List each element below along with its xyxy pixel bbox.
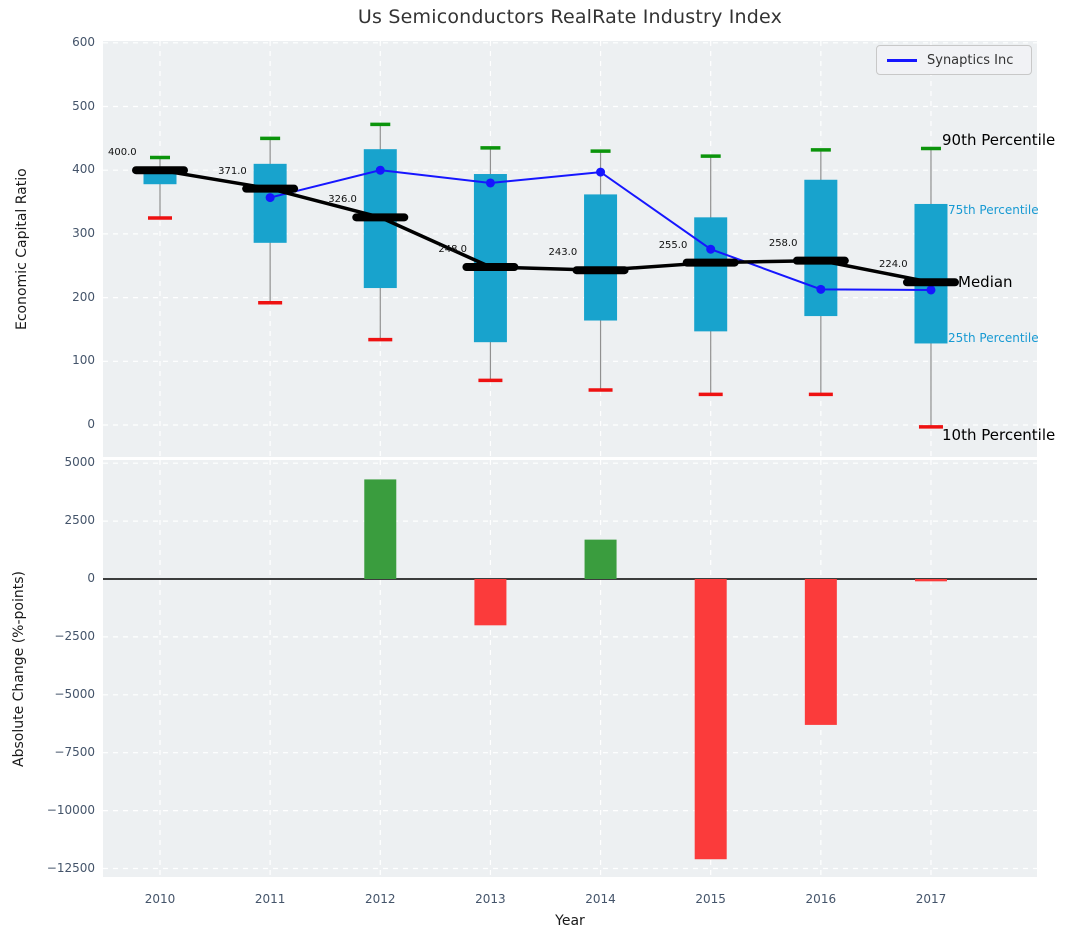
label-25th-percentile: 25th Percentile bbox=[948, 330, 1039, 345]
median-value-label-2010: 400.0 bbox=[108, 147, 137, 159]
ytick-top-500: 500 bbox=[72, 98, 95, 113]
bottom-plot-area bbox=[103, 460, 1037, 877]
xtick-2010: 2010 bbox=[144, 892, 176, 906]
ytick-bottom-0: 0 bbox=[87, 571, 95, 585]
ytick-top-200: 200 bbox=[72, 289, 95, 304]
legend-line-icon bbox=[887, 58, 917, 62]
xtick-2015: 2015 bbox=[695, 892, 726, 906]
median-value-label-2012: 326.0 bbox=[328, 194, 357, 206]
ytick-top-400: 400 bbox=[72, 162, 95, 177]
x-axis-label: Year bbox=[555, 913, 585, 929]
label-10th-percentile: 10th Percentile bbox=[942, 426, 1056, 445]
label-90th-percentile: 90th Percentile bbox=[942, 131, 1056, 150]
xtick-2014: 2014 bbox=[585, 892, 616, 906]
median-value-label-2017: 224.0 bbox=[878, 259, 908, 271]
ytick-bottom--2500: −2500 bbox=[54, 628, 95, 643]
ytick-bottom-5000: 5000 bbox=[64, 455, 95, 470]
median-value-label-2014: 243.0 bbox=[548, 247, 578, 259]
median-value-label-2015: 255.0 bbox=[658, 239, 688, 251]
xtick-2013: 2013 bbox=[475, 892, 506, 906]
xtick-2016: 2016 bbox=[805, 892, 837, 906]
xtick-2011: 2011 bbox=[254, 892, 286, 906]
xtick-2012: 2012 bbox=[364, 892, 396, 906]
median-value-label-2013: 248.0 bbox=[438, 244, 468, 256]
ytick-bottom--12500: −12500 bbox=[46, 860, 95, 875]
ytick-bottom--7500: −7500 bbox=[54, 744, 95, 759]
xtick-2017: 2017 bbox=[915, 892, 947, 906]
ytick-top-300: 300 bbox=[72, 225, 95, 240]
legend: Synaptics Inc bbox=[876, 45, 1032, 75]
ytick-top-600: 600 bbox=[72, 34, 95, 49]
chart-title: Us Semiconductors RealRate Industry Inde… bbox=[357, 6, 783, 28]
median-value-label-2011: 371.0 bbox=[218, 165, 247, 177]
ytick-bottom--5000: −5000 bbox=[54, 686, 95, 701]
label-75th-percentile: 75th Percentile bbox=[948, 203, 1039, 218]
top-y-axis-label: Economic Capital Ratio bbox=[14, 168, 30, 330]
ytick-bottom-2500: 2500 bbox=[64, 513, 95, 528]
median-value-label-2016: 258.0 bbox=[768, 237, 798, 249]
ytick-bottom--10000: −10000 bbox=[46, 802, 95, 817]
legend-label: Synaptics Inc bbox=[927, 52, 1014, 68]
label-median: Median bbox=[958, 273, 1013, 292]
ytick-top-100: 100 bbox=[72, 353, 95, 368]
ytick-top-0: 0 bbox=[87, 417, 95, 431]
